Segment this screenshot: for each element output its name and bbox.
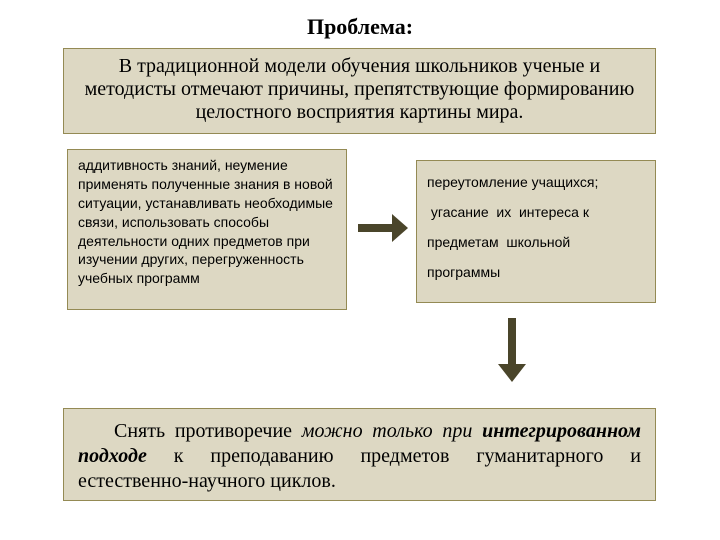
- intro-box: В традиционной модели обучения школьнико…: [63, 48, 656, 134]
- causes-text: аддитивность знаний, неумение применять …: [68, 150, 346, 294]
- effects-text: переутомление учащихся; угасание их инте…: [417, 161, 655, 293]
- slide-title: Проблема:: [0, 14, 720, 40]
- effects-box: переутомление учащихся; угасание их инте…: [416, 160, 656, 303]
- causes-box: аддитивность знаний, неумение применять …: [67, 149, 347, 310]
- slide: Проблема: В традиционной модели обучения…: [0, 0, 720, 540]
- intro-text: В традиционной модели обучения школьнико…: [64, 49, 655, 130]
- arrow-down-icon: [492, 318, 532, 382]
- arrow-right-icon: [358, 208, 408, 248]
- conclusion-text: Снять противоречие можно только при инте…: [64, 409, 655, 500]
- conclusion-box: Снять противоречие можно только при инте…: [63, 408, 656, 501]
